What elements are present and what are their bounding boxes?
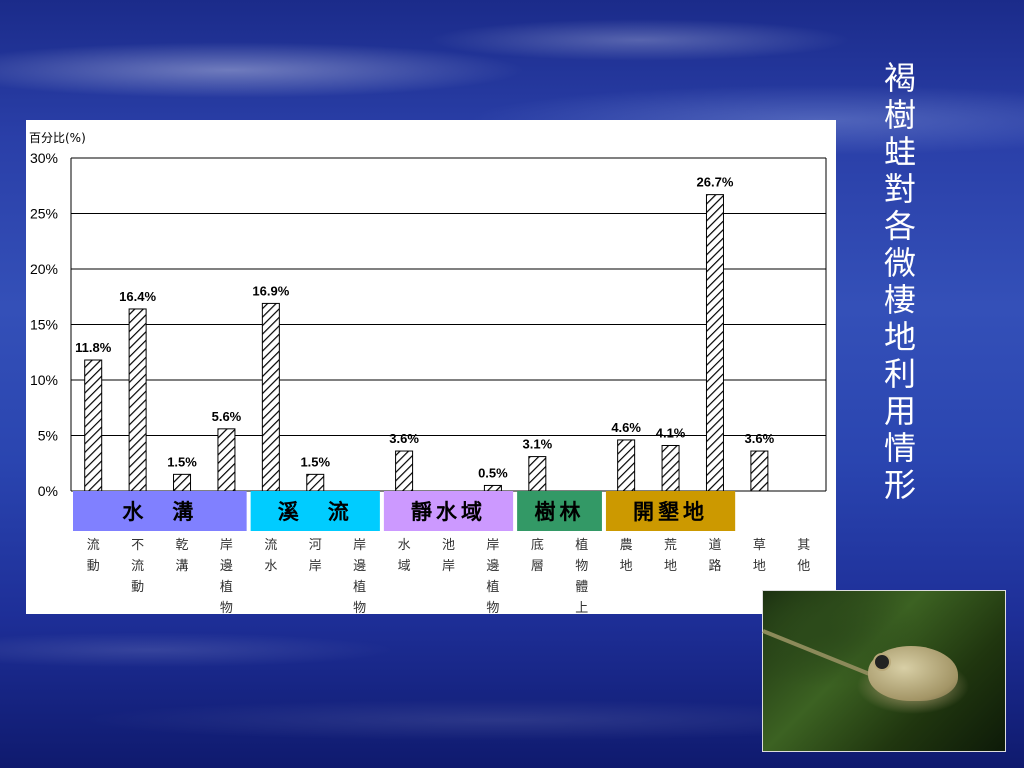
bar xyxy=(617,439,636,492)
data-label: 3.6% xyxy=(389,431,419,446)
group-label: 樹林 xyxy=(535,499,585,524)
category-label: 池岸 xyxy=(442,538,455,574)
category-label: 岸邊植物 xyxy=(353,538,366,614)
data-label: 26.7% xyxy=(697,175,734,190)
category-label: 荒地 xyxy=(664,538,677,574)
category-label: 乾溝 xyxy=(176,538,189,574)
y-tick-label: 15% xyxy=(30,317,58,333)
category-label: 草地 xyxy=(753,538,766,574)
y-tick-label: 20% xyxy=(30,261,58,277)
bar xyxy=(128,308,147,492)
data-labels: 11.8% 16.4% 1.5% 5.6% 16.9% 1.5% 3.6% 0.5% 3.1% 4… xyxy=(75,175,775,481)
y-tick-label: 5% xyxy=(38,428,58,444)
bar xyxy=(661,444,680,492)
bar xyxy=(306,473,325,492)
group-band xyxy=(73,491,247,531)
y-axis-label: 百分比(%) xyxy=(29,131,86,145)
bar-chart-panel: 百分比(%) 0% 5% 10% 15% 20% 25% 30% 11.8% 16.4% 1.5… xyxy=(26,120,836,614)
group-band xyxy=(383,491,514,531)
data-label: 3.6% xyxy=(745,431,775,446)
y-tick-labels: 0% 5% 10% 15% 20% 25% 30% xyxy=(30,150,58,499)
data-label: 1.5% xyxy=(300,454,330,469)
data-label: 5.6% xyxy=(212,409,242,424)
data-label: 11.8% xyxy=(75,340,112,355)
bar xyxy=(750,450,769,492)
data-label: 1.5% xyxy=(167,454,197,469)
category-label: 流動 xyxy=(87,538,100,574)
bars xyxy=(84,194,769,492)
group-label: 溪 流 xyxy=(278,499,353,524)
category-label: 流水 xyxy=(264,538,277,574)
y-tick-label: 30% xyxy=(30,150,58,166)
category-label: 底層 xyxy=(531,537,544,574)
group-label: 水 溝 xyxy=(122,499,197,524)
bar xyxy=(84,359,103,492)
group-band xyxy=(250,491,380,531)
page-title: 褐樹蛙對各微棲地利用情形 xyxy=(883,59,916,504)
bar-chart: 百分比(%) 0% 5% 10% 15% 20% 25% 30% 11.8% 16.4% 1.5… xyxy=(29,131,827,614)
category-label: 河岸 xyxy=(309,538,322,574)
category-label: 水域 xyxy=(398,538,411,574)
data-label: 16.9% xyxy=(252,283,289,298)
category-label: 農地 xyxy=(620,538,633,574)
data-label: 16.4% xyxy=(119,289,156,304)
group-label: 開墾地 xyxy=(633,499,708,524)
bar xyxy=(217,428,236,492)
bar xyxy=(705,194,724,492)
data-label: 3.1% xyxy=(523,437,553,452)
bar xyxy=(483,484,502,492)
data-label: 0.5% xyxy=(478,465,508,480)
y-tick-label: 0% xyxy=(38,483,58,499)
bar xyxy=(528,456,547,492)
category-label: 岸邊植物 xyxy=(220,538,233,614)
category-label: 植物體上 xyxy=(575,538,588,614)
bar xyxy=(261,302,280,492)
group-band xyxy=(605,491,736,531)
group-label: 靜水域 xyxy=(411,499,486,524)
data-label: 4.1% xyxy=(656,425,686,440)
bar xyxy=(173,473,192,492)
category-label: 道路 xyxy=(708,538,721,574)
category-label: 其他 xyxy=(797,538,810,574)
category-label: 不流動 xyxy=(131,538,144,595)
y-tick-label: 25% xyxy=(30,206,58,222)
group-bands: 水 溝 溪 流 靜水域 樹林 開墾地 xyxy=(73,491,736,531)
group-band xyxy=(517,491,602,531)
y-tick-label: 10% xyxy=(30,372,58,388)
frog-eye-shape xyxy=(873,653,891,671)
data-label: 4.6% xyxy=(611,420,641,435)
frog-photo xyxy=(762,590,1006,752)
category-label: 岸邊植物 xyxy=(486,538,499,614)
bar xyxy=(395,450,414,492)
